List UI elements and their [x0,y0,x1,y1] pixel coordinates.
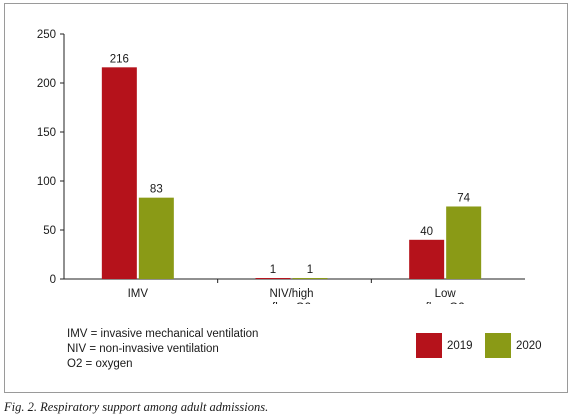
category-label-2-0: Low [435,288,457,300]
bar-2019-0 [101,67,137,279]
bar-2019-2 [409,239,445,279]
data-label-2019-2: 40 [420,226,433,238]
data-label-2019-1: 1 [270,264,276,276]
legend-label-2019: 2019 [447,339,473,352]
y-tick-label-200: 200 [37,78,56,90]
figure-frame: 0 50 100 150 200 250 216 83 IMV 1 1 NIV/high flow O2… [4,3,568,393]
note-o2: O2 = oxygen [67,358,133,370]
legend-item-2019: 2019 [416,333,473,358]
category-label-0-0: IMV [128,288,149,300]
category-label-1-1: flow O2 [272,302,311,304]
figure-caption: Fig. 2. Respiratory support among adult … [4,400,269,414]
data-label-2020-2: 74 [457,192,470,204]
category-label-2-1: flow O2 [426,302,465,304]
bar-2020-2 [446,206,482,279]
y-tick-label-50: 50 [43,225,56,237]
note-niv: NIV = non-invasive ventilation [67,343,219,355]
data-label-2020-1: 1 [307,264,313,276]
y-tick-label-250: 250 [37,29,56,41]
legend-label-2020: 2020 [516,339,542,352]
y-tick-label-150: 150 [37,127,56,139]
bar-chart: 0 50 100 150 200 250 216 83 IMV 1 1 NIV/high flow O2… [37,29,525,304]
category-label-1-0: NIV/high [269,288,313,300]
legend-item-2020: 2020 [485,333,542,358]
data-label-2019-0: 216 [110,53,129,65]
note-imv: IMV = invasive mechanical ventilation [67,328,259,340]
legend-swatch-2020 [485,333,511,358]
bar-2019-1 [255,278,291,279]
bar-2020-0 [138,197,174,279]
legend-swatch-2019 [416,333,442,358]
bar-2020-1 [292,278,328,279]
data-label-2020-0: 83 [150,184,163,196]
y-tick-label-100: 100 [37,176,56,188]
y-tick-label-0: 0 [50,274,56,286]
